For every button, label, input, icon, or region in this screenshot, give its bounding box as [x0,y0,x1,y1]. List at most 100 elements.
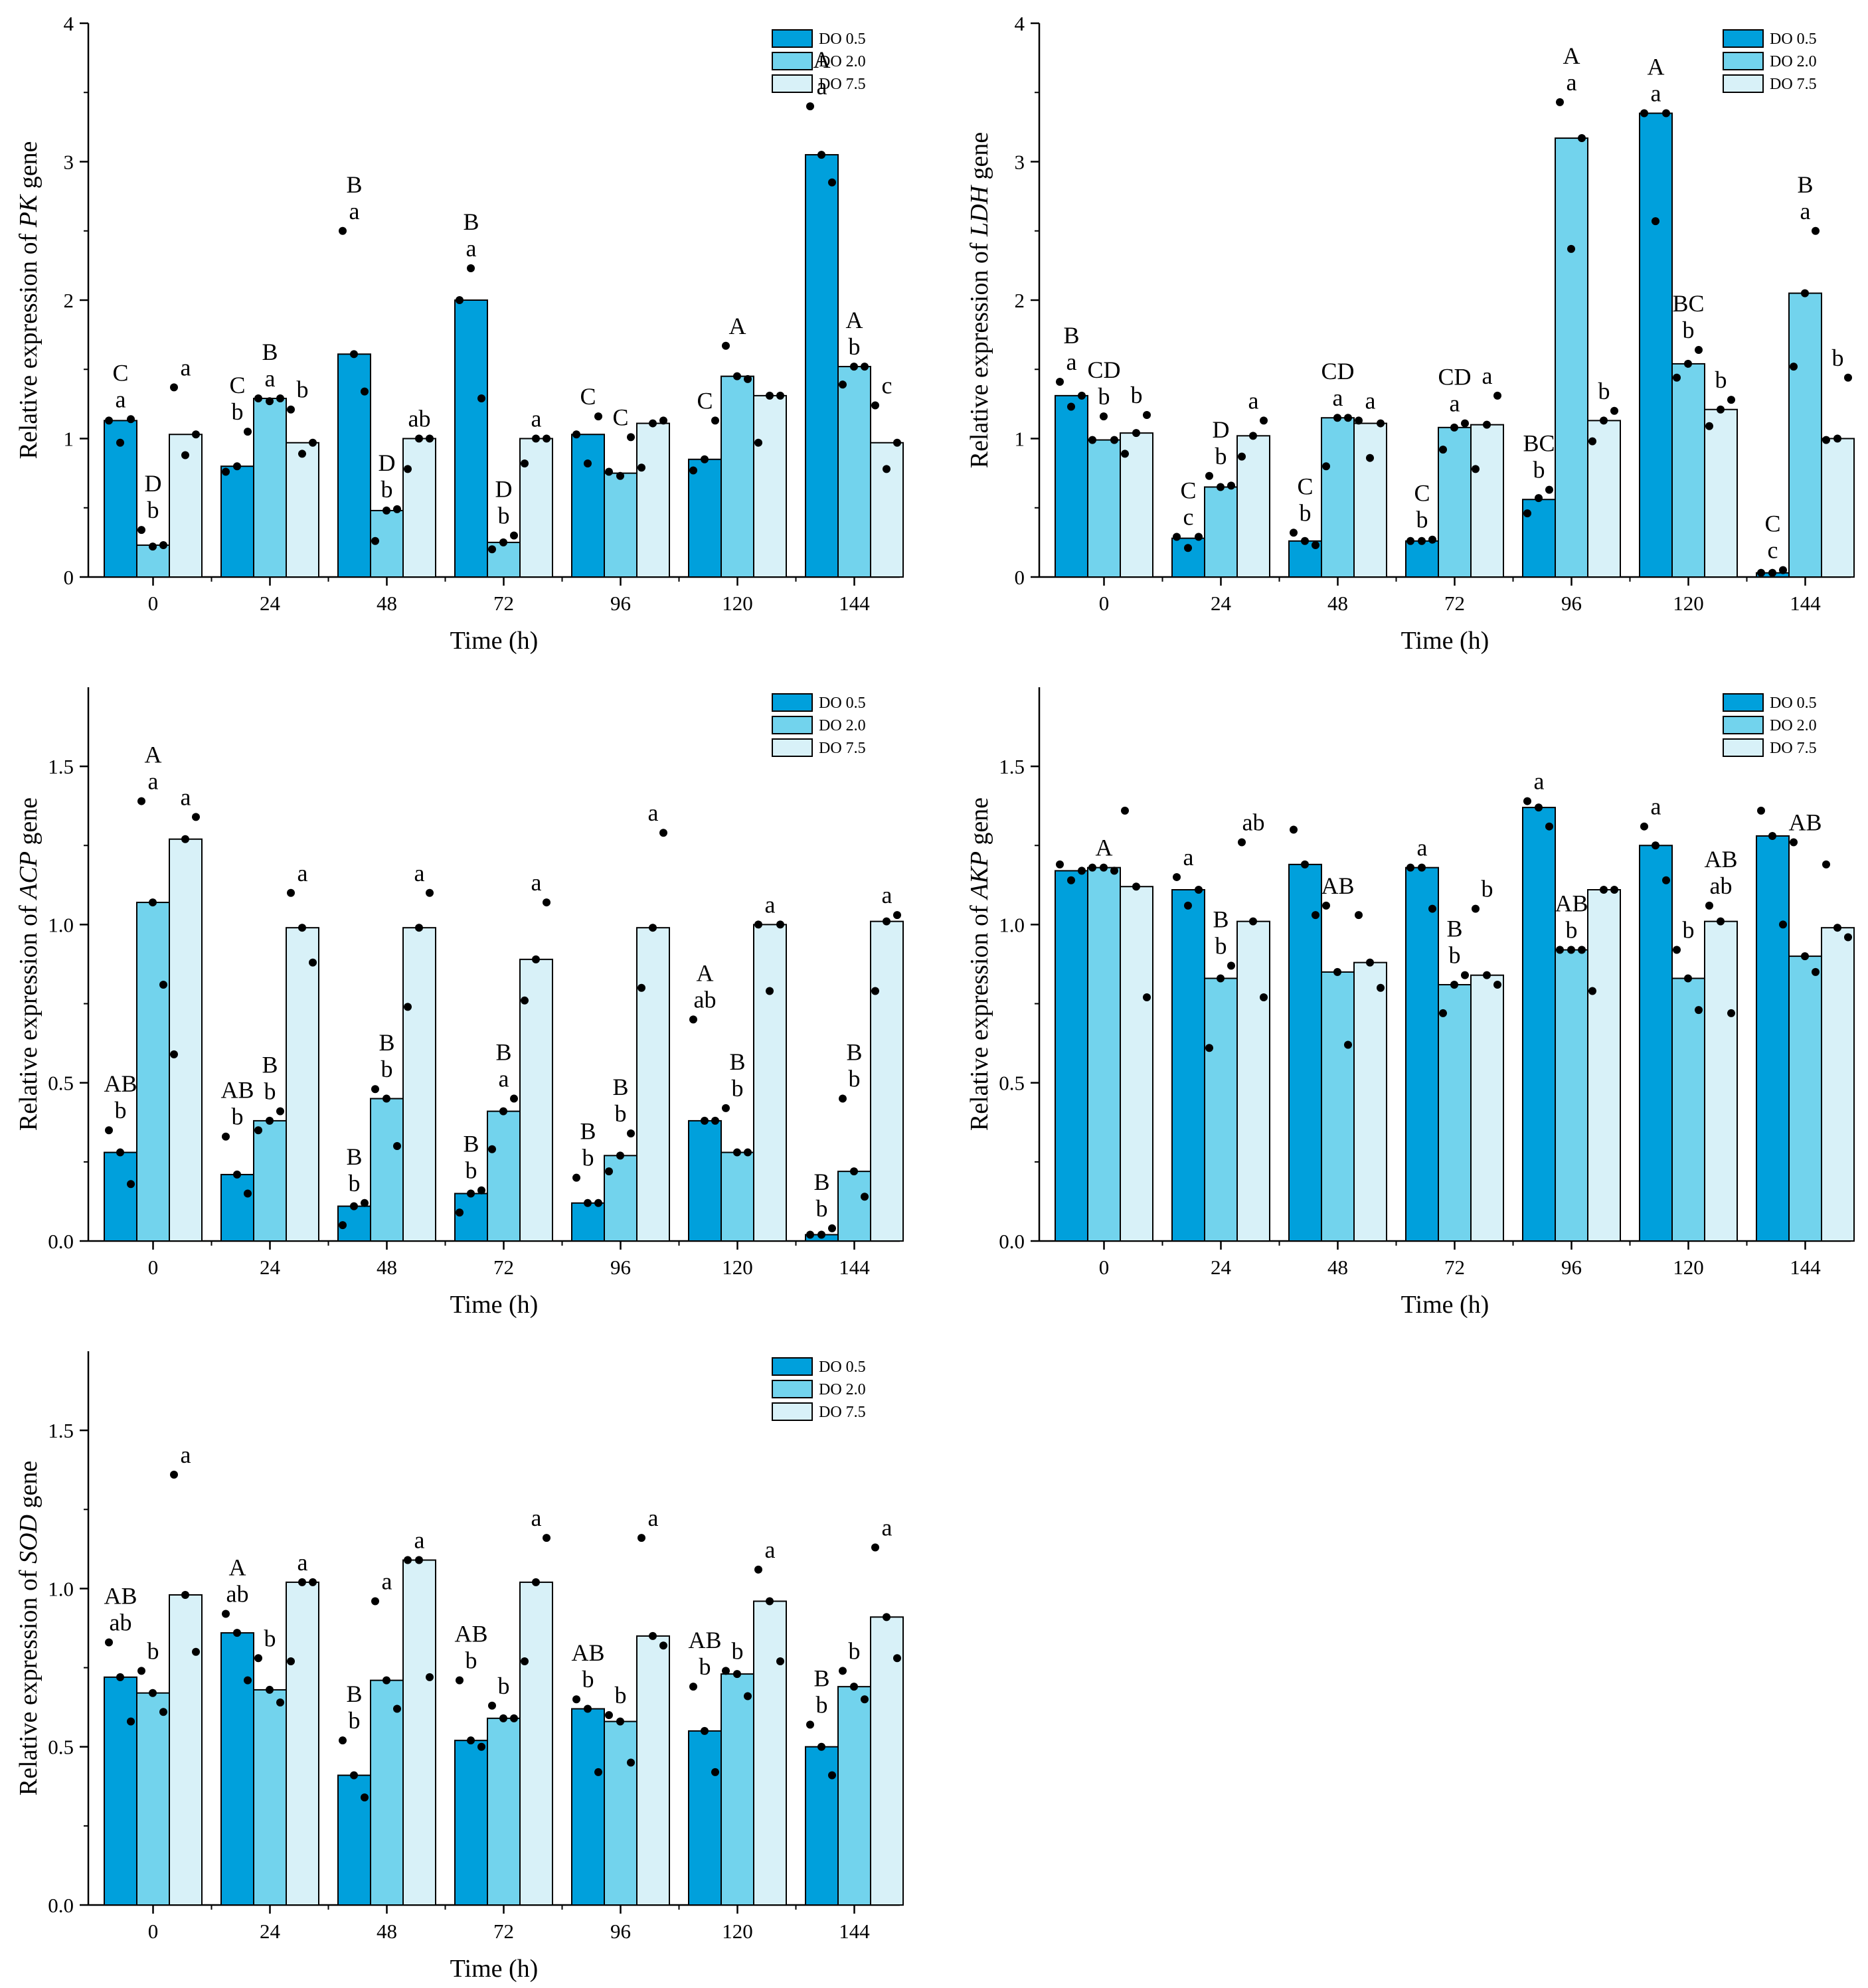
data-point [701,1726,709,1735]
data-point [776,920,784,929]
data-point [754,920,762,929]
significance-lowercase: ab [694,986,717,1013]
data-point [1757,806,1765,815]
data-point [350,1202,358,1210]
data-point [543,898,551,907]
data-point [137,797,145,805]
bar [837,366,871,578]
data-point [649,1631,657,1640]
data-point [1143,411,1151,420]
bar [454,1193,488,1242]
data-point [371,537,379,545]
data-point [1322,462,1330,471]
data-point [192,1647,200,1656]
x-tick-label: 48 [377,1256,397,1279]
bar [1204,486,1238,578]
data-point [181,835,189,843]
data-point [521,459,529,468]
data-point [766,987,774,995]
bar [1438,983,1472,1242]
x-tick-label: 48 [377,592,397,615]
significance-lowercase: b [1683,317,1695,343]
data-point [1822,860,1830,869]
bar [370,1098,404,1242]
data-point [510,1714,518,1722]
data-point [850,1167,858,1176]
data-point [1535,803,1543,812]
data-point [627,1758,635,1767]
data-point [105,1638,113,1647]
legend-label: DO 2.0 [819,1381,866,1398]
data-point [116,1148,124,1157]
data-point [499,1107,507,1116]
data-point [309,958,317,967]
significance-uppercase: BC [1672,290,1704,317]
significance-uppercase: B [813,1665,829,1691]
bar [1405,867,1439,1242]
significance-uppercase: C [697,387,713,414]
data-point [233,1170,241,1179]
legend-swatch [772,693,813,712]
x-tick-label: 24 [260,592,281,615]
data-point [1344,414,1352,422]
data-point [159,980,167,989]
data-point [149,1689,157,1697]
data-point [254,1126,262,1135]
data-point [754,438,762,447]
data-point [393,1142,401,1151]
significance-lowercase: b [615,1100,627,1127]
significance-lowercase: a [466,235,477,262]
data-point [850,363,858,371]
data-point [883,1613,891,1621]
data-point [1110,867,1118,875]
bar [519,1581,553,1906]
bar [571,1202,605,1242]
data-point [893,911,901,920]
data-point [1333,414,1341,422]
significance-lowercase: ab [1710,872,1733,899]
data-point [1238,838,1246,847]
data-point [1428,535,1436,544]
data-point [521,996,529,1005]
significance-uppercase: B [346,1681,362,1707]
y-axis-title-prefix: Relative expression of [15,227,42,459]
data-point [309,438,317,447]
x-tick-label: 96 [610,1920,631,1943]
x-tick-label: 96 [610,592,631,615]
significance-uppercase: AB [571,1639,604,1666]
significance-uppercase: D [379,450,396,476]
data-point [510,531,518,540]
y-tick-label: 0.5 [48,1072,74,1095]
significance-lowercase: c [1768,537,1778,564]
significance-lowercase: a [181,1442,191,1468]
significance-uppercase: A [1096,835,1113,861]
bar [1821,927,1855,1242]
legend: DO 0.5 DO 2.0 DO 7.5 [772,1357,866,1421]
data-point [1717,917,1725,926]
significance-lowercase: a [181,784,191,810]
bar [220,1173,254,1242]
data-point [616,1717,624,1726]
y-tick-label: 2 [1015,289,1025,312]
data-point [1768,568,1776,577]
data-point [426,434,434,443]
significance-lowercase: a [1248,387,1259,414]
y-tick-label: 0.0 [48,1894,74,1917]
significance-uppercase: AB [220,1077,254,1104]
data-point [711,416,719,425]
significance-uppercase: B [1797,171,1813,198]
bar [286,927,319,1242]
significance-uppercase: B [729,1048,745,1075]
data-point [170,383,178,392]
x-tick-label: 72 [493,1920,514,1943]
legend-label: DO 2.0 [1770,53,1817,70]
data-point [1195,886,1203,894]
data-point [722,1667,730,1675]
y-axis-title-suffix: gene [15,1461,42,1515]
significance-lowercase: b [849,1637,861,1664]
x-tick-label: 24 [260,1920,281,1943]
significance-lowercase: c [882,372,892,398]
data-point [659,1641,667,1650]
significance-lowercase: a [382,1568,392,1594]
